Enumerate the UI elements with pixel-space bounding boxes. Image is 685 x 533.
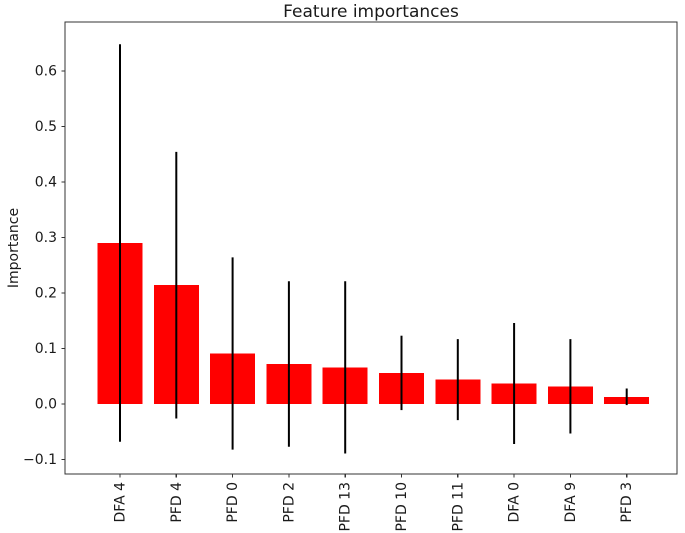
y-tick-label: 0.4	[35, 174, 57, 190]
y-tick-label: 0.0	[35, 397, 57, 413]
y-tick-label: 0.5	[35, 119, 57, 135]
x-tick-label: PFD 11	[450, 482, 466, 532]
y-tick-label: 0.2	[35, 286, 57, 302]
chart-title: Feature importances	[283, 2, 459, 22]
x-tick-label: PFD 10	[394, 482, 410, 532]
plot-border	[64, 21, 678, 475]
x-tick-label: PFD 3	[619, 482, 635, 523]
x-tick-label: PFD 13	[338, 482, 354, 532]
y-tick-label: −0.1	[23, 452, 57, 468]
x-tick-label: DFA 0	[507, 482, 523, 522]
y-tick-label: 0.6	[35, 63, 57, 79]
y-tick-label: 0.3	[35, 230, 57, 246]
x-tick-label: DFA 9	[563, 482, 579, 522]
x-tick-label: PFD 4	[169, 482, 185, 523]
y-axis-label: Importance	[6, 207, 22, 289]
x-tick-label: PFD 0	[225, 482, 241, 523]
x-tick-label: DFA 4	[113, 482, 129, 523]
x-tick-label: PFD 2	[281, 482, 297, 523]
y-tick-label: 0.1	[35, 341, 57, 357]
